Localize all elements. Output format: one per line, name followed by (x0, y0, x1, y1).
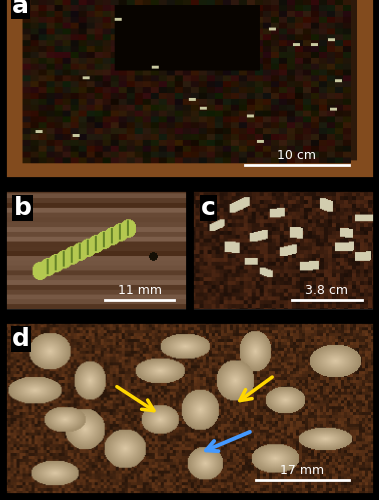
Text: 17 mm: 17 mm (280, 464, 324, 477)
Text: 10 cm: 10 cm (277, 148, 316, 162)
Text: 11 mm: 11 mm (118, 284, 162, 298)
Text: d: d (12, 327, 30, 351)
Text: b: b (14, 196, 31, 220)
Text: a: a (12, 0, 29, 18)
Text: c: c (201, 196, 216, 220)
Text: 3.8 cm: 3.8 cm (305, 284, 348, 298)
